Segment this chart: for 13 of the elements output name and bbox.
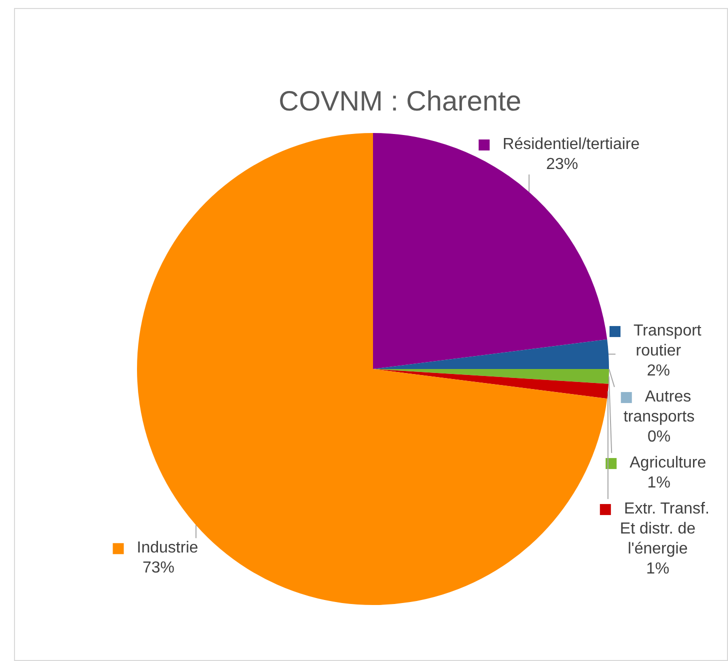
- legend-label: Agriculture: [630, 454, 706, 472]
- data-label: 1%: [646, 560, 670, 578]
- chart-title: COVNM : Charente: [278, 86, 522, 117]
- legend-label: Industrie: [136, 540, 198, 557]
- data-label: 1%: [647, 474, 670, 492]
- legend-label: Transport routier: [634, 322, 702, 360]
- legend-label: Autres transports: [623, 388, 695, 426]
- text: 0%: [647, 428, 671, 446]
- data-label: 23%: [546, 156, 578, 173]
- data-label: 73%: [142, 560, 174, 577]
- legend-label: Résidentiel/tertiaire: [502, 136, 640, 153]
- data-label: 2%: [646, 362, 670, 380]
- legend-label: Extr. Transf. Et distr. de l'énergie: [620, 500, 710, 558]
